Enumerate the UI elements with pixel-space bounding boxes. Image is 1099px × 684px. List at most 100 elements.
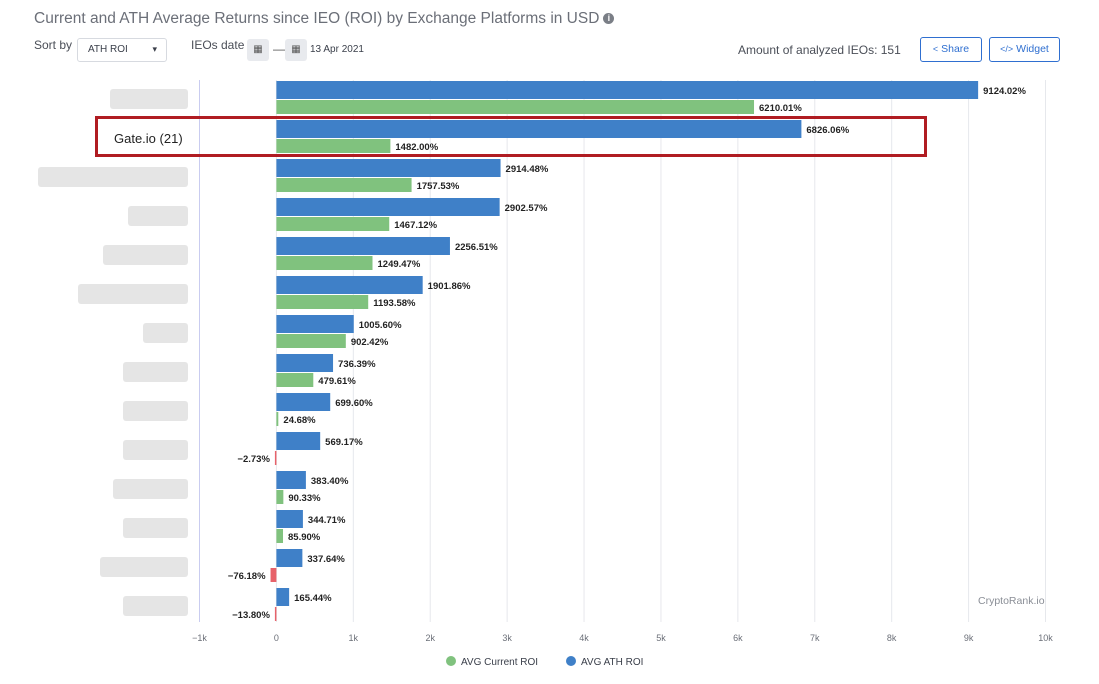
- bar-ath: [276, 510, 303, 528]
- bar-current: [276, 529, 284, 543]
- x-tick-label: −1k: [192, 633, 207, 643]
- info-icon[interactable]: i: [603, 13, 615, 24]
- data-label-ath: 2902.57%: [505, 203, 548, 214]
- data-label-ath: 2256.51%: [455, 242, 498, 253]
- sort-select-value: ATH ROI: [88, 44, 128, 55]
- share-button[interactable]: < Share: [920, 37, 982, 62]
- bar-current: [276, 100, 755, 114]
- legend-item-ath[interactable]: AVG ATH ROI: [566, 656, 643, 668]
- legend-dot-current: [446, 656, 456, 666]
- x-tick-label: 5k: [656, 633, 666, 643]
- widget-label: Widget: [1016, 43, 1049, 55]
- bar-ath: [276, 276, 423, 294]
- bar-current: [276, 334, 346, 348]
- widget-button[interactable]: </> Widget: [989, 37, 1060, 62]
- blurred-category-label: [128, 206, 188, 226]
- data-label-current: −76.18%: [228, 571, 266, 582]
- bar-current: [276, 490, 284, 504]
- blurred-category-label: [78, 284, 188, 304]
- x-tick-label: 8k: [887, 633, 897, 643]
- bar-current: [276, 295, 369, 309]
- date-value: 13 Apr 2021: [310, 44, 364, 55]
- bar-current: [276, 178, 412, 192]
- bar-current: [276, 139, 391, 153]
- code-icon: </>: [1000, 44, 1014, 54]
- chart-title: Current and ATH Average Returns since IE…: [34, 10, 615, 28]
- x-tick-label: 10k: [1038, 633, 1053, 643]
- bar-ath: [276, 354, 334, 372]
- bar-ath: [276, 432, 321, 450]
- blurred-category-label: [123, 401, 188, 421]
- bar-ath: [276, 549, 303, 567]
- data-label-ath: 1901.86%: [428, 281, 471, 292]
- bar-current-negative: [270, 568, 277, 582]
- data-label-current: 902.42%: [351, 337, 389, 348]
- blurred-category-label: [103, 245, 188, 265]
- data-label-ath: 383.40%: [311, 476, 349, 487]
- share-label: Share: [941, 43, 970, 55]
- data-label-ath: 569.17%: [325, 437, 363, 448]
- bar-ath: [276, 198, 500, 216]
- data-label-ath: 344.71%: [308, 515, 346, 526]
- data-label-ath: 337.64%: [307, 554, 345, 565]
- legend-label-current: AVG Current ROI: [461, 657, 539, 668]
- data-label-current: 24.68%: [283, 415, 316, 426]
- x-tick-label: 2k: [425, 633, 435, 643]
- calendar-start-icon[interactable]: ▦: [247, 39, 269, 61]
- data-label-current: 1193.58%: [373, 298, 416, 309]
- x-tick-label: 4k: [579, 633, 589, 643]
- x-tick-label: 7k: [810, 633, 820, 643]
- bar-ath: [276, 393, 331, 411]
- bar-current: [276, 256, 373, 270]
- data-label-current: 1757.53%: [417, 181, 460, 192]
- blurred-category-label: [38, 167, 188, 187]
- watermark: CryptoRank.io: [978, 595, 1045, 607]
- legend-label-ath: AVG ATH ROI: [581, 657, 644, 668]
- x-tick-label: 0: [274, 633, 279, 643]
- blurred-category-label: [123, 362, 188, 382]
- x-tick-label: 6k: [733, 633, 743, 643]
- date-separator: —: [273, 42, 285, 56]
- sort-select[interactable]: ATH ROI ▾: [77, 38, 167, 62]
- bar-ath: [276, 237, 450, 255]
- x-tick-label: 3k: [502, 633, 512, 643]
- highlighted-category-label: Gate.io (21): [114, 131, 183, 146]
- data-label-current: 1482.00%: [395, 142, 438, 153]
- blurred-category-label: [123, 440, 188, 460]
- chevron-down-icon: ▾: [152, 44, 157, 54]
- blurred-category-label: [110, 89, 188, 109]
- data-label-ath: 6826.06%: [806, 125, 849, 136]
- bar-current-negative: [274, 607, 277, 621]
- sort-label: Sort by: [34, 38, 73, 52]
- bar-ath: [276, 315, 354, 333]
- bar-ath: [276, 588, 290, 606]
- calendar-end-icon[interactable]: ▦: [285, 39, 307, 61]
- legend-item-current[interactable]: AVG Current ROI: [446, 656, 538, 668]
- x-tick-label: 9k: [964, 633, 974, 643]
- data-label-ath: 736.39%: [338, 359, 376, 370]
- highlight-box: [95, 116, 927, 157]
- data-label-current: 90.33%: [288, 493, 321, 504]
- amount-analyzed: Amount of analyzed IEOs: 151: [738, 43, 901, 57]
- bar-ath: [276, 81, 979, 99]
- data-label-ath: 9124.02%: [983, 86, 1026, 97]
- data-label-ath: 699.60%: [335, 398, 373, 409]
- bar-current: [276, 373, 314, 387]
- x-tick-label: 1k: [349, 633, 359, 643]
- data-label-ath: 165.44%: [294, 593, 332, 604]
- blurred-category-label: [143, 323, 188, 343]
- blurred-category-label: [113, 479, 188, 499]
- data-label-ath: 2914.48%: [506, 164, 549, 175]
- data-label-current: 479.61%: [318, 376, 356, 387]
- blurred-category-label: [100, 557, 188, 577]
- bar-current: [276, 412, 279, 426]
- data-label-current: 6210.01%: [759, 103, 802, 114]
- bar-ath: [276, 159, 501, 177]
- data-label-current: 1249.47%: [378, 259, 421, 270]
- data-label-current: 85.90%: [288, 532, 321, 543]
- data-label-ath: 1005.60%: [359, 320, 402, 331]
- blurred-category-label: [123, 596, 188, 616]
- share-icon: <: [932, 44, 939, 54]
- bar-current-negative: [274, 451, 277, 465]
